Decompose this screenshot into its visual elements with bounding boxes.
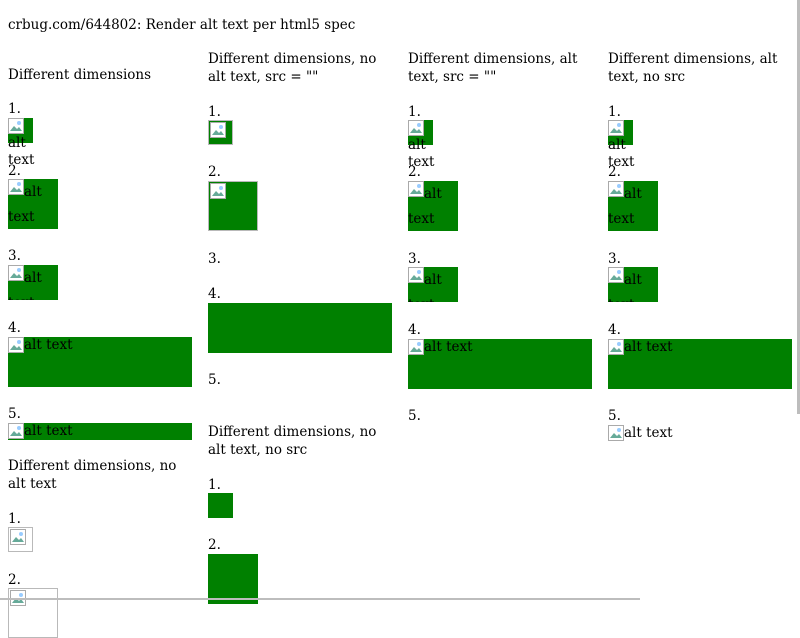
alt-text-line-1: alt — [408, 137, 426, 153]
alt-text: alt text — [24, 423, 73, 439]
alt-text: alt text — [424, 339, 473, 355]
section-heading-alt-no-src: Different dimensions, alt text, no src — [608, 51, 778, 85]
item-number-2: 2. — [608, 164, 621, 180]
broken-image-icon — [408, 339, 424, 355]
no-alt-image-2 — [208, 181, 258, 231]
item-number-3: 3. — [408, 251, 421, 267]
horizontal-scrollbar[interactable] — [0, 598, 640, 600]
alt-text: alt text — [408, 186, 442, 227]
alt-image-5: alt text — [8, 423, 192, 440]
broken-image-icon — [408, 181, 424, 197]
broken-image-icon — [608, 181, 624, 197]
no-alt-image-2 — [8, 588, 58, 638]
section-heading-no-alt: Different dimensions, no alt text — [8, 458, 177, 492]
alt-text: alt text — [8, 270, 42, 300]
alt-image-4: alt text — [608, 339, 792, 389]
alt-image-2: alt text — [608, 181, 658, 231]
vertical-scrollbar[interactable] — [797, 0, 800, 414]
item-number-2: 2. — [208, 164, 221, 180]
alt-text: alt text — [8, 184, 42, 225]
alt-image-1: alt text — [608, 120, 634, 170]
broken-image-icon — [210, 183, 226, 199]
item-number-4: 4. — [208, 286, 221, 302]
item-number-1: 1. — [8, 101, 21, 117]
alt-image-3: alt text — [408, 267, 458, 302]
no-src-image-2 — [208, 554, 258, 604]
section-heading-no-alt-no-src: Different dimensions, no alt text, no sr… — [208, 424, 377, 458]
item-number-1: 1. — [8, 511, 21, 527]
alt-text-line-1: alt — [8, 135, 26, 151]
item-number-4: 4. — [8, 320, 21, 336]
section-heading-different-dimensions: Different dimensions — [8, 67, 152, 83]
item-number-2: 2. — [208, 537, 221, 553]
alt-image-1: alt text — [8, 118, 34, 168]
item-number-1: 1. — [208, 477, 221, 493]
alt-image-4: alt text — [8, 337, 192, 387]
alt-text-line-2: text — [8, 152, 35, 168]
no-alt-image-1 — [208, 120, 233, 145]
alt-image-3: alt text — [608, 267, 658, 302]
broken-image-icon — [8, 118, 24, 134]
broken-image-icon — [10, 529, 26, 545]
alt-text: alt text — [24, 337, 73, 353]
broken-image-icon — [210, 122, 226, 138]
broken-image-icon — [8, 337, 24, 353]
alt-text: alt text — [408, 272, 442, 302]
item-number-5: 5. — [208, 372, 221, 388]
alt-image-2: alt text — [8, 179, 58, 229]
alt-text: alt text — [624, 339, 673, 355]
broken-image-icon — [8, 265, 24, 281]
item-number-3: 3. — [8, 248, 21, 264]
item-number-3: 3. — [208, 251, 221, 267]
item-number-1: 1. — [408, 104, 421, 120]
no-src-image-1 — [208, 493, 233, 518]
broken-image-icon — [408, 120, 424, 136]
broken-image-icon — [8, 423, 24, 439]
section-heading-no-alt-empty-src: Different dimensions, no alt text, src =… — [208, 51, 377, 85]
alt-image-3: alt text — [8, 265, 58, 300]
alt-text: alt text — [608, 186, 642, 227]
item-number-2: 2. — [408, 164, 421, 180]
section-heading-alt-empty-src: Different dimensions, alt text, src = "" — [408, 51, 578, 85]
broken-image-icon — [8, 179, 24, 195]
alt-text: alt text — [608, 272, 642, 302]
item-number-5: 5. — [8, 406, 21, 422]
item-number-4: 4. — [608, 322, 621, 338]
alt-image-1: alt text — [408, 120, 434, 170]
no-alt-image-4 — [208, 303, 392, 353]
alt-text: alt text — [624, 425, 673, 441]
item-number-1: 1. — [608, 104, 621, 120]
item-number-3: 3. — [608, 251, 621, 267]
alt-image-2: alt text — [408, 181, 458, 231]
broken-image-icon — [608, 425, 624, 441]
broken-image-icon — [608, 120, 624, 136]
broken-image-icon — [608, 267, 624, 283]
broken-image-icon — [408, 267, 424, 283]
item-number-2: 2. — [8, 163, 21, 179]
no-alt-image-1 — [8, 527, 33, 552]
item-number-1: 1. — [208, 104, 221, 120]
alt-text-line-1: alt — [608, 137, 626, 153]
alt-text-line-2: text — [608, 154, 635, 170]
item-number-5: 5. — [608, 408, 621, 424]
item-number-5: 5. — [408, 408, 421, 424]
alt-image-4: alt text — [408, 339, 592, 389]
page-title: crbug.com/644802: Render alt text per ht… — [8, 17, 356, 33]
alt-text-line-2: text — [408, 154, 435, 170]
item-number-2: 2. — [8, 572, 21, 588]
broken-image-icon — [608, 339, 624, 355]
item-number-4: 4. — [408, 322, 421, 338]
